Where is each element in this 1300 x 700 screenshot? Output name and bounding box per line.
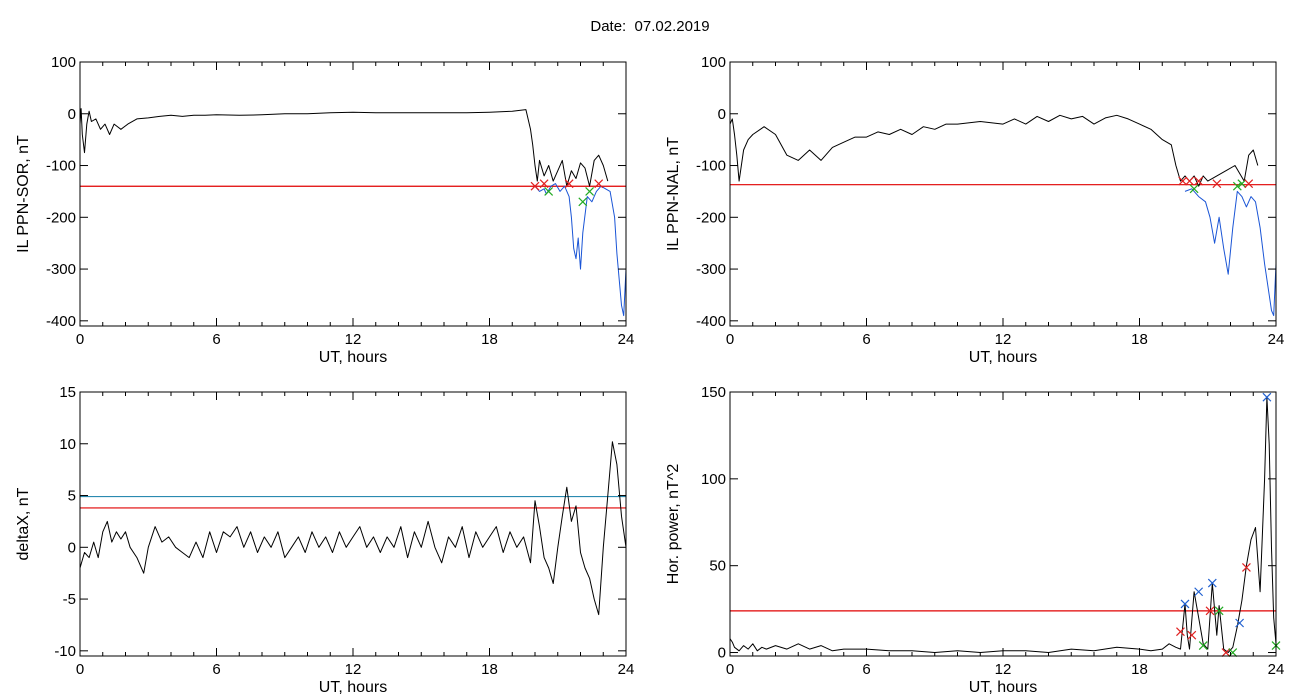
x-tick-label: 0: [726, 661, 734, 678]
marker-point: [1244, 179, 1254, 189]
y-tick-label: -100: [46, 158, 76, 175]
x-tick-label: 12: [345, 661, 362, 678]
marker-point: [1212, 179, 1222, 189]
plot-frame: [79, 391, 627, 657]
marker-point: [1194, 176, 1204, 186]
y-tick-label: -300: [696, 261, 726, 278]
marker-point: [578, 197, 588, 207]
x-axis-label: UT, hours: [969, 679, 1037, 696]
y-tick-label: 50: [709, 558, 726, 575]
y-tick-label: -200: [696, 209, 726, 226]
marker-point: [585, 186, 595, 196]
series-line-1: [1184, 188, 1276, 317]
marker-point: [1187, 630, 1197, 640]
marker-point: [1178, 176, 1188, 186]
y-tick-label: 100: [701, 54, 726, 71]
x-axis-label: UT, hours: [969, 349, 1037, 366]
marker-point: [1207, 578, 1217, 588]
marker-point: [1214, 606, 1224, 616]
y-tick-label: 150: [701, 384, 726, 401]
y-tick-label: -10: [54, 643, 76, 660]
y-tick-label: -400: [46, 313, 76, 330]
x-tick-label: 12: [995, 331, 1012, 348]
x-tick-label: 0: [726, 331, 734, 348]
x-tick-label: 24: [1268, 331, 1285, 348]
chart-il-nal: 0 6 12 18 24 100 0 -100 -200 -300 -400 UT, hours IL …: [665, 54, 1284, 366]
x-tick-label: 18: [1131, 661, 1148, 678]
x-axis-label: UT, hours: [319, 349, 387, 366]
marker-point: [1180, 599, 1190, 609]
y-tick-label: -5: [63, 591, 76, 608]
marker-point: [594, 179, 604, 189]
x-tick-label: 18: [481, 661, 498, 678]
x-tick-label: 6: [212, 661, 220, 678]
marker-point: [564, 179, 574, 189]
marker-point: [1198, 641, 1208, 651]
marker-point: [1194, 587, 1204, 597]
marker-point: [539, 179, 549, 189]
x-tick-label: 6: [862, 661, 870, 678]
chart-hor-power: 0 6 12 18 24 150 100 50 0 UT, hours Hor. power, nT…: [665, 384, 1284, 696]
marker-point: [1232, 181, 1242, 191]
x-tick-label: 0: [76, 661, 84, 678]
y-axis-label: IL PPN-SOR, nT: [15, 135, 32, 253]
x-tick-label: 12: [345, 331, 362, 348]
plot-frame: [729, 61, 1277, 327]
x-tick-label: 6: [862, 331, 870, 348]
y-axis-label: IL PPN-NAL, nT: [665, 137, 682, 251]
y-tick-label: -400: [696, 313, 726, 330]
y-axis-label: deltaX, nT: [15, 487, 32, 560]
marker-point: [544, 186, 554, 196]
marker-point: [1185, 176, 1194, 186]
y-tick-label: -300: [46, 261, 76, 278]
y-tick-label: 10: [59, 436, 76, 453]
y-tick-label: 0: [718, 106, 726, 123]
series-line-1: [534, 183, 626, 317]
y-tick-label: 0: [68, 106, 76, 123]
x-tick-label: 6: [212, 331, 220, 348]
series-line-0: [80, 441, 626, 616]
y-tick-label: -100: [696, 158, 726, 175]
x-axis-label: UT, hours: [319, 679, 387, 696]
series-line-0: [730, 396, 1276, 653]
marker-point: [530, 181, 540, 191]
marker-point: [1189, 184, 1199, 194]
y-tick-label: 100: [701, 471, 726, 488]
marker-point: [1228, 648, 1238, 657]
y-tick-label: 5: [68, 488, 76, 505]
marker-point: [1176, 627, 1185, 637]
y-tick-label: 0: [68, 539, 76, 556]
chart-deltax: 0 6 12 18 24 15 10 5 0 -5 -10 UT, hours deltaX, nT: [15, 384, 634, 696]
y-tick-label: -200: [46, 209, 76, 226]
plot-frame: [729, 391, 1277, 657]
x-tick-label: 24: [618, 661, 635, 678]
series-line-0: [730, 114, 1259, 187]
marker-point: [1235, 618, 1245, 628]
y-axis-label: Hor. power, nT^2: [665, 464, 682, 585]
series-line-0: [80, 108, 609, 187]
plot-frame: [79, 61, 627, 327]
marker-point: [1221, 648, 1231, 657]
x-tick-label: 24: [618, 331, 635, 348]
marker-point: [1262, 392, 1272, 402]
y-tick-label: 100: [51, 54, 76, 71]
date-title: Date: 07.02.2019: [590, 18, 710, 35]
x-tick-label: 24: [1268, 661, 1285, 678]
x-tick-label: 12: [995, 661, 1012, 678]
chart-il-sor: 0 6 12 18 24 100 0 -100 -200 -300 -400 UT, hours IL …: [15, 54, 634, 366]
y-tick-label: 0: [718, 645, 726, 662]
x-tick-label: 0: [76, 331, 84, 348]
marker-point: [1242, 562, 1251, 572]
marker-point: [1205, 606, 1215, 616]
x-tick-label: 18: [481, 331, 498, 348]
marker-point: [1237, 179, 1247, 189]
x-tick-label: 18: [1131, 331, 1148, 348]
y-tick-label: 15: [59, 384, 76, 401]
